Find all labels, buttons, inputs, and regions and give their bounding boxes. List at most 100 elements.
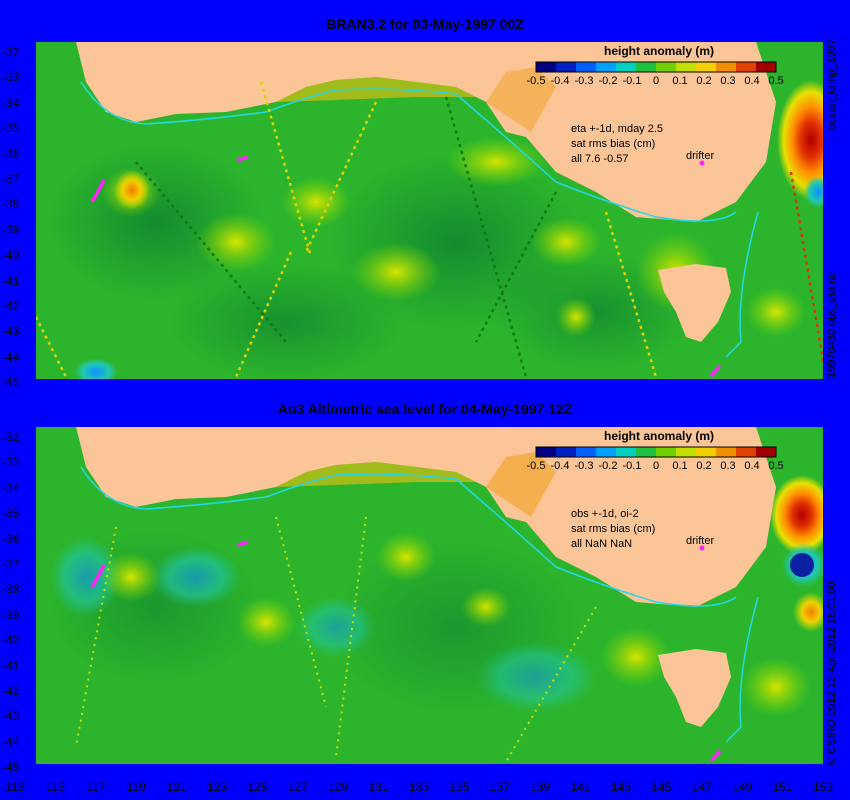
y-tick-label: -39 (2, 607, 20, 622)
x-tick-label: 129 (328, 780, 349, 794)
y-tick-label: -45 (2, 375, 20, 390)
colorbar-segment (556, 62, 577, 72)
colorbar-segment (676, 62, 697, 72)
legend-tick-label: 0.5 (768, 75, 783, 87)
y-tick-label: -36 (2, 146, 20, 161)
colorbar-segment (716, 62, 737, 72)
x-tick-label: 127 (287, 780, 308, 794)
side-label-model: ocean_temp_1997 (826, 38, 838, 130)
drifter-track (90, 179, 106, 203)
drifter-marker (699, 160, 705, 166)
legend-tick-label: 0.3 (720, 460, 735, 472)
x-tick-label: 117 (86, 780, 106, 794)
y-tick-label: -35 (2, 506, 20, 521)
colorbar-segment (716, 447, 737, 457)
colorbar-segment (536, 447, 557, 457)
legend-tick-label: -0.3 (575, 75, 594, 87)
colorbar-segment (616, 62, 637, 72)
y-tick-label: -37 (2, 557, 20, 571)
colorbar-segment (596, 447, 617, 457)
colorbar-segment (756, 62, 777, 72)
colorbar-segment (656, 447, 677, 457)
x-tick-label: 153 (812, 780, 834, 794)
y-tick-label: -34 (2, 480, 20, 495)
legend-tick-label: -0.1 (623, 460, 642, 472)
x-tick-label: 141 (570, 780, 591, 794)
y-tick-label: -35 (2, 121, 20, 136)
legend-tick-label: 0.3 (720, 75, 735, 87)
drifter-track (237, 540, 249, 547)
legend-tick-label: 0 (653, 460, 659, 472)
colorbar-segment (596, 62, 617, 72)
x-tick-label: 113 (5, 780, 25, 794)
annotation-line-2: sat rms bias (cm) (571, 523, 655, 535)
legend-tick-label: 0.2 (696, 460, 711, 472)
x-tick-label: 147 (691, 780, 712, 794)
x-tick-label: 139 (530, 780, 551, 794)
x-tick-label: 121 (166, 780, 187, 794)
legend-tick-label: -0.2 (599, 460, 618, 472)
panel-2-title: Au3 Altimetric sea level for 04-May-1997… (277, 401, 573, 417)
panel-1-title: BRAN3.2 for 03-May-1997 00Z (326, 16, 524, 32)
drifter-track (237, 155, 249, 162)
colorbar-segment (696, 447, 717, 457)
legend-tick-label: -0.4 (551, 460, 570, 472)
y-tick-label: -42 (2, 684, 20, 698)
legend-tick-label: -0.2 (599, 75, 618, 87)
annotation-line-2: sat rms bias (cm) (571, 138, 655, 150)
y-tick-label: -33 (2, 455, 20, 470)
map-panel-bran: height anomaly (m) -0.5 -0.4 -0.3 -0.2 -0.1 0… (36, 42, 823, 379)
colorbar-segment (636, 447, 657, 457)
drifter-label: drifter (686, 150, 714, 162)
drifter-marker (699, 545, 705, 551)
annotation-line-3: all 7.6 -0.57 (571, 153, 628, 165)
legend-tick-label: 0.4 (744, 75, 759, 87)
colorbar-segment (756, 447, 777, 457)
x-tick-label: 115 (45, 780, 65, 794)
drifter-track (709, 364, 722, 378)
y-tick-label: -41 (2, 658, 20, 673)
colorbar-segment (676, 447, 697, 457)
x-tick-label: 137 (489, 780, 510, 794)
legend-tick-label: 0 (653, 75, 659, 87)
colorbar-segment (656, 62, 677, 72)
y-tick-label: -37 (2, 172, 20, 186)
legend-tick-label: 0.2 (696, 75, 711, 87)
y-tick-label: -32 (2, 430, 20, 444)
legend-tick-label: -0.5 (527, 460, 546, 472)
x-tick-label: 143 (610, 780, 632, 794)
y-tick-label: -38 (2, 582, 20, 597)
legend-tick-label: 0.4 (744, 460, 759, 472)
legend-tick-label: 0.1 (672, 460, 687, 472)
x-tick-label: 125 (247, 780, 268, 794)
colorbar-legend: height anomaly (m) -0.5 -0.4 -0.3 -0.2 -0.1 0… (527, 44, 784, 87)
colorbar-segment (576, 447, 597, 457)
legend-tick-label: 0.1 (672, 75, 687, 87)
colorbar-segment (696, 62, 717, 72)
colorbar-segment (636, 62, 657, 72)
x-tick-label: 145 (651, 780, 672, 794)
y-tick-label: -44 (2, 349, 20, 364)
colorbar-segment (556, 447, 577, 457)
x-tick-label: 151 (772, 780, 793, 794)
colorbar-segment (536, 62, 557, 72)
legend-tick-label: -0.4 (551, 75, 570, 87)
map-panel-altimetric: height anomaly (m) -0.5 -0.4 -0.3 -0.2 -0.1 0… (36, 427, 823, 764)
x-tick-label: 119 (126, 780, 146, 794)
y-tick-label: -45 (2, 760, 20, 775)
legend-tick-label: -0.5 (527, 75, 546, 87)
colorbar-segment (736, 62, 757, 72)
legend-title: height anomaly (m) (604, 429, 714, 443)
y-tick-label: -44 (2, 734, 20, 749)
annotation-line-1: eta +-1d, mday 2.5 (571, 123, 663, 135)
colorbar-segment (576, 62, 597, 72)
y-tick-label: -40 (2, 248, 20, 263)
side-label-copyright: © CSIRO 2012 12-Apr-2012 18:01:00 (826, 581, 838, 765)
x-tick-label: 135 (449, 780, 470, 794)
y-tick-label: -43 (2, 324, 20, 339)
y-tick-label: -39 (2, 222, 20, 237)
y-tick-label: -40 (2, 633, 20, 648)
side-label-file: 19970430.obs_eta.nc (826, 272, 838, 378)
y-tick-label: -36 (2, 531, 20, 546)
y-tick-label: -34 (2, 95, 20, 110)
